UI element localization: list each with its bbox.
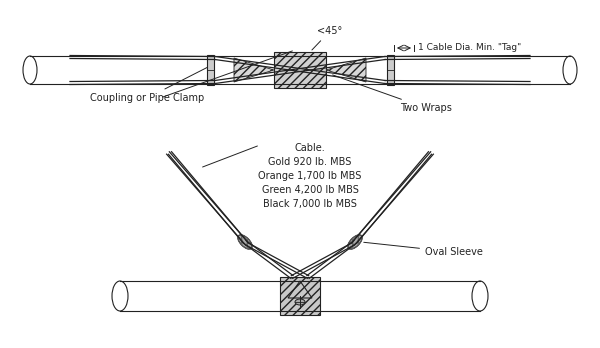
Bar (274, 52, 326, 88)
Text: 1 Cable Dia. Min. "Tag": 1 Cable Dia. Min. "Tag" (418, 44, 521, 53)
Text: Coupling or Pipe Clamp: Coupling or Pipe Clamp (90, 67, 208, 103)
Text: <45°: <45° (312, 26, 343, 50)
Text: Oval Sleeve: Oval Sleeve (364, 242, 483, 257)
Text: Cable.
Gold 920 lb. MBS
Orange 1,700 lb MBS
Green 4,200 lb MBS
Black 7,000 lb MB: Cable. Gold 920 lb. MBS Orange 1,700 lb … (259, 143, 362, 209)
Text: Two Wraps: Two Wraps (332, 75, 452, 113)
Bar (280, 277, 320, 315)
Polygon shape (234, 58, 274, 82)
Ellipse shape (348, 235, 362, 249)
Polygon shape (326, 58, 366, 82)
Bar (206, 55, 214, 85)
Bar (386, 55, 394, 85)
Ellipse shape (238, 235, 252, 249)
Ellipse shape (295, 299, 305, 305)
